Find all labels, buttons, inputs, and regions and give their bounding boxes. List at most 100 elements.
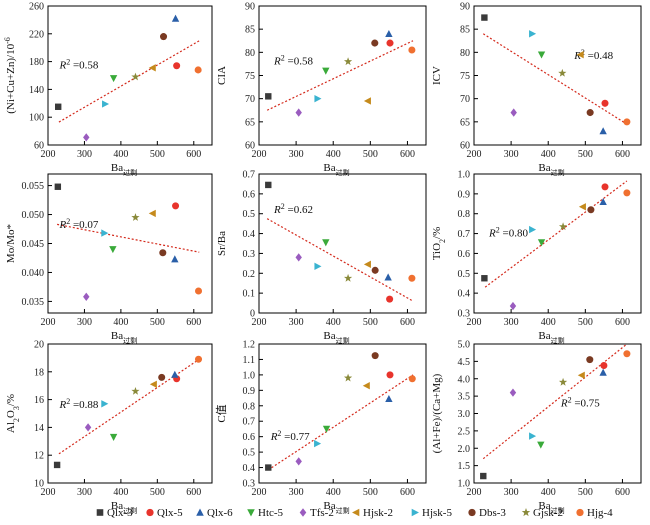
y-tick-label: 0.1 bbox=[243, 289, 256, 300]
x-tick-label: 400 bbox=[541, 317, 556, 328]
y-tick-label: 1.0 bbox=[458, 479, 471, 490]
data-point-tfs-2 bbox=[83, 133, 90, 142]
trend-line bbox=[56, 223, 200, 253]
data-point-hjsk-2 bbox=[148, 209, 156, 218]
x-tick-label: 300 bbox=[289, 149, 304, 160]
data-point-qlx-6 bbox=[599, 127, 607, 135]
x-tick-label: 200 bbox=[41, 487, 56, 498]
x-axis-label: Ba过剩 bbox=[323, 162, 349, 177]
data-point-gjsk-2 bbox=[558, 68, 567, 77]
legend-marker bbox=[521, 508, 531, 517]
y-tick-label: 18 bbox=[34, 367, 44, 378]
y-tick-label: 0.4 bbox=[243, 229, 256, 240]
data-point-htc-5 bbox=[322, 239, 330, 247]
y-tick-label: 80 bbox=[460, 48, 470, 59]
y-tick-label: 0.3 bbox=[243, 479, 256, 490]
data-point-hjg-4 bbox=[623, 118, 631, 126]
data-point-qlx-5 bbox=[601, 99, 609, 107]
legend-marker bbox=[468, 508, 476, 517]
x-tick-label: 400 bbox=[113, 487, 128, 498]
data-point-qlx-5 bbox=[600, 362, 608, 370]
y-tick-label: 0.2 bbox=[243, 269, 256, 280]
y-tick-label: 180 bbox=[29, 57, 44, 68]
x-tick-label: 600 bbox=[400, 487, 415, 498]
r2-label: R2 =0.58 bbox=[58, 58, 98, 72]
x-axis-label: Ba过剩 bbox=[538, 500, 564, 515]
x-tick-label: 600 bbox=[615, 317, 630, 328]
y-tick-label: 16 bbox=[34, 395, 44, 406]
data-point-tfs-2 bbox=[509, 388, 517, 397]
y-tick-label: 0.4 bbox=[243, 463, 256, 474]
data-point-hjg-4 bbox=[623, 189, 631, 197]
y-tick-label: 0.3 bbox=[243, 249, 256, 260]
data-point-htc-5 bbox=[322, 67, 330, 75]
y-axis-label: Sr/Ba bbox=[216, 231, 228, 256]
y-tick-label: 14 bbox=[34, 423, 44, 434]
r2-label: R2 =0.58 bbox=[273, 53, 313, 67]
x-tick-label: 300 bbox=[289, 487, 304, 498]
y-tick-label: 80 bbox=[245, 48, 255, 59]
y-tick-label: 60 bbox=[245, 141, 255, 152]
y-tick-label: 85 bbox=[245, 25, 255, 36]
data-point-gjsk-2 bbox=[131, 213, 140, 221]
y-tick-label: 1.5 bbox=[458, 461, 471, 472]
y-tick-label: 5.0 bbox=[458, 340, 471, 351]
y-axis-label: Al2O3/% bbox=[5, 394, 21, 433]
x-tick-label: 500 bbox=[150, 317, 165, 328]
data-point-hjsk-5 bbox=[101, 229, 109, 237]
x-tick-label: 400 bbox=[113, 317, 128, 328]
chart-panel-9: 200 300 400 500 600 1.0 1.5 2.0 2.5 3.0 3.5 4.0 4.5 5… bbox=[431, 340, 642, 515]
data-point-dbs-3 bbox=[586, 356, 594, 364]
legend-item-htc-5: Htc-5 bbox=[247, 507, 284, 519]
data-point-hjg-4 bbox=[194, 287, 203, 295]
x-tick-label: 300 bbox=[77, 487, 92, 498]
legend-label: Htc-5 bbox=[258, 507, 284, 519]
trend-line bbox=[266, 40, 414, 111]
y-tick-label: 2.5 bbox=[458, 426, 471, 437]
legend-marker bbox=[196, 508, 204, 516]
x-tick-label: 600 bbox=[186, 149, 201, 160]
data-point-gjsk-2 bbox=[343, 57, 353, 66]
legend-item-hjg-4: Hjg-4 bbox=[576, 507, 613, 519]
x-tick-label: 500 bbox=[363, 149, 378, 160]
x-axis-label: Ba过剩 bbox=[538, 330, 564, 345]
legend-marker bbox=[352, 508, 360, 517]
chart-panel-1: 200 300 400 500 600 60 100 140 180 220 260 Ba过剩 (Ni+… bbox=[3, 2, 213, 177]
data-point-tfs-2 bbox=[510, 108, 517, 117]
data-point-hjsk-5 bbox=[314, 94, 322, 103]
y-tick-label: 4.0 bbox=[458, 374, 471, 385]
plot-frame bbox=[258, 343, 427, 484]
y-tick-label: 0.7 bbox=[243, 417, 256, 428]
data-point-qlx-5 bbox=[386, 371, 394, 379]
y-tick-label: 0.4 bbox=[458, 289, 471, 300]
legend-item-qlx-5: Qlx-5 bbox=[146, 507, 183, 519]
legend-label: Qlx-6 bbox=[207, 507, 233, 519]
data-point-qlx-5 bbox=[601, 183, 609, 191]
data-point-gjsk-2 bbox=[558, 222, 568, 231]
y-tick-label: 65 bbox=[245, 117, 255, 128]
chart-panel-3: 20030040050060060657075808590Ba过剩ICVR2 =… bbox=[431, 2, 642, 177]
x-tick-label: 500 bbox=[150, 149, 165, 160]
y-axis-label: Mo/Mo* bbox=[5, 224, 17, 263]
y-tick-label: 60 bbox=[34, 141, 44, 152]
data-point-dbs-3 bbox=[587, 206, 595, 214]
data-point-qlx-3 bbox=[53, 461, 61, 469]
y-tick-label: 220 bbox=[29, 29, 44, 40]
y-tick-label: 0.7 bbox=[243, 170, 256, 181]
y-tick-label: 85 bbox=[460, 25, 470, 36]
x-axis-label: Ba过剩 bbox=[111, 500, 137, 515]
data-point-hjsk-5 bbox=[101, 400, 109, 408]
x-tick-label: 200 bbox=[467, 317, 482, 328]
y-tick-label: 0.045 bbox=[22, 239, 45, 250]
y-tick-label: 60 bbox=[460, 141, 470, 152]
x-tick-label: 200 bbox=[41, 317, 56, 328]
data-point-dbs-3 bbox=[159, 249, 167, 257]
y-tick-label: 70 bbox=[460, 94, 470, 105]
trend-line bbox=[484, 180, 628, 288]
x-axis-label: Ba过剩 bbox=[323, 330, 349, 345]
r2-label: R2 =0.80 bbox=[488, 226, 528, 240]
x-tick-label: 300 bbox=[504, 317, 519, 328]
x-tick-label: 600 bbox=[186, 317, 201, 328]
legend-item-hjsk-2: Hjsk-2 bbox=[352, 507, 393, 519]
data-point-hjsk-2 bbox=[577, 371, 585, 379]
